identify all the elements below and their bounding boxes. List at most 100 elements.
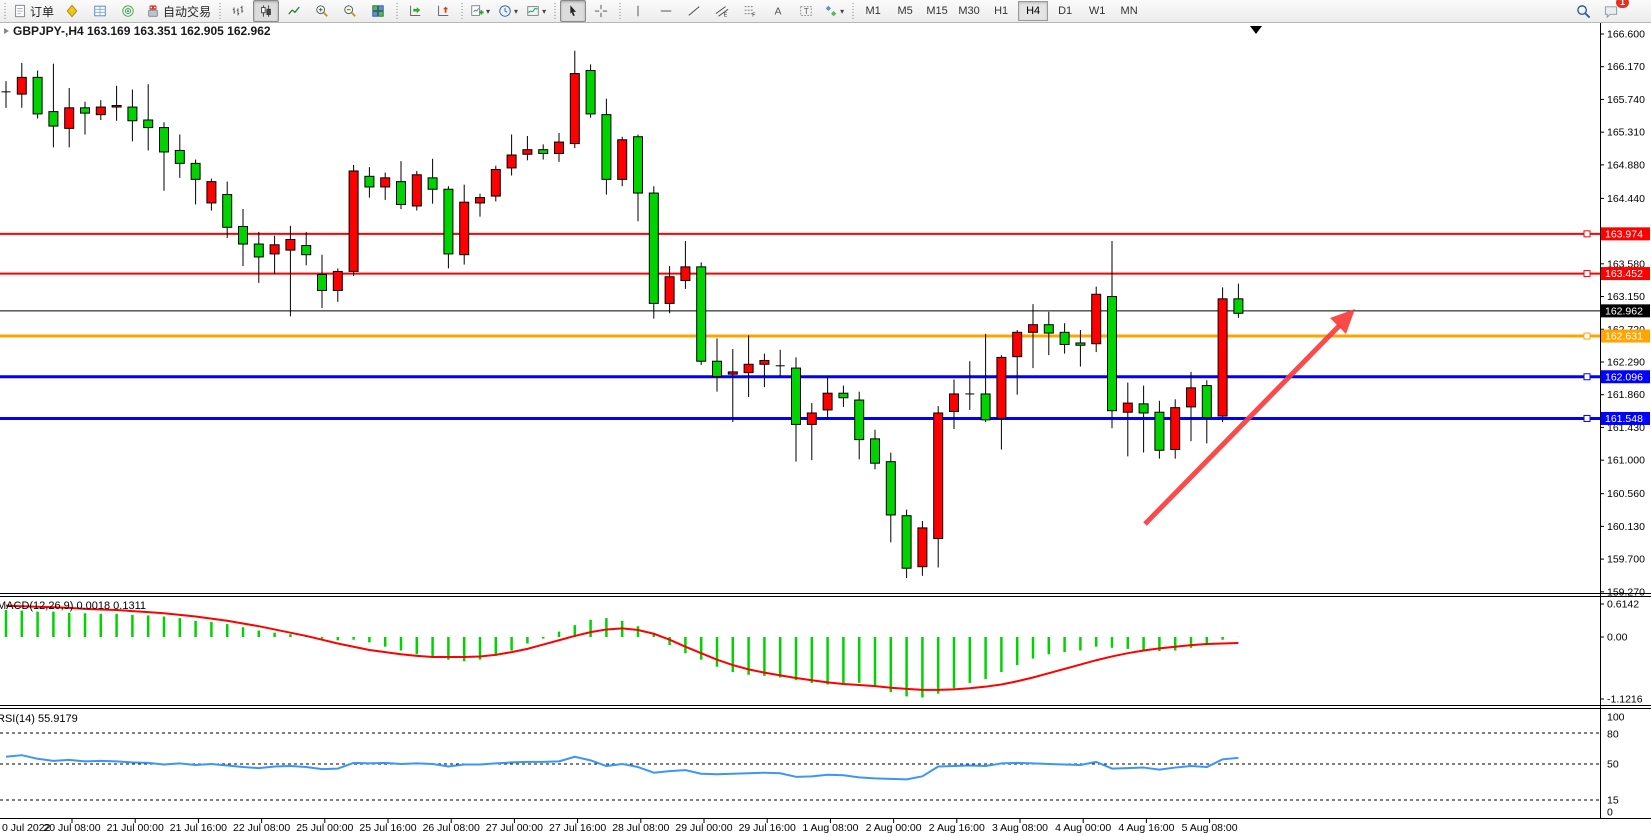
bull-candle-body	[1217, 298, 1228, 417]
text-label-button[interactable]: T	[793, 0, 819, 22]
macd-label: MACD(12,26,9) 0.0018 0.1311	[0, 600, 146, 612]
price-tick-label: 166.170	[1607, 61, 1645, 73]
candle	[648, 186, 659, 319]
bear-candle-body	[696, 266, 707, 362]
timeframe-d1-button[interactable]: D1	[1058, 5, 1073, 17]
bull-candle-body	[1091, 293, 1102, 345]
time-axis-label: 29 Jul 16:00	[739, 822, 796, 834]
candle	[48, 63, 59, 148]
auto-scroll-button[interactable]	[402, 0, 428, 22]
bear-candle-body	[427, 177, 438, 190]
candle	[143, 84, 154, 151]
trendline-icon	[687, 4, 701, 18]
candle	[301, 231, 312, 266]
time-axis-label: 25 Jul 16:00	[359, 822, 416, 834]
chevron-down-icon[interactable]: ▾	[542, 6, 547, 16]
level-anchor-box[interactable]	[1583, 230, 1591, 238]
main-price-pane[interactable]: GBPJPY-,H4 163.169 163.351 162.905 162.9…	[0, 24, 1600, 579]
zoom-out-button[interactable]	[337, 0, 363, 22]
candle	[522, 135, 533, 161]
timeframe-w1-button[interactable]: W1	[1088, 5, 1106, 17]
timeframe-m1-button[interactable]: M1	[865, 5, 881, 17]
candlestick-button[interactable]	[253, 0, 280, 22]
search-icon	[1576, 4, 1591, 19]
candle	[1043, 311, 1054, 356]
autotrading-button[interactable]: 自动交易	[143, 0, 214, 22]
trend-arrow-annotation[interactable]	[1143, 309, 1355, 526]
level-price-badge: 162.631	[1601, 329, 1650, 343]
rsi-pane[interactable]: RSI(14) 55.9179	[0, 713, 1600, 801]
timeframe-mn-button[interactable]: MN	[1120, 5, 1138, 17]
svg-text:E: E	[724, 12, 728, 18]
chevron-down-icon[interactable]: ▾	[514, 6, 519, 16]
notifications-icon	[1603, 4, 1619, 19]
bull-candle-body	[16, 76, 27, 95]
navigator-button[interactable]	[115, 0, 141, 22]
candle	[791, 357, 801, 462]
price-axis[interactable]: 166.600 166.170 165.740 165.310 164.880 164.4…	[1600, 29, 1650, 819]
timeframe-m30-button[interactable]: M30	[958, 5, 980, 17]
time-axis-label: 28 Jul 08:00	[612, 822, 669, 834]
indicators-button[interactable]: ▾	[523, 0, 549, 22]
timeframe-h4-button[interactable]: H4	[1018, 1, 1049, 21]
market-watch-button[interactable]	[87, 0, 113, 22]
timeframe-m5-button[interactable]: M5	[897, 5, 913, 17]
candle	[1028, 304, 1038, 369]
search-button[interactable]	[1570, 0, 1596, 22]
timeframe-m15-button[interactable]: M15	[926, 5, 948, 17]
level-anchor-box[interactable]	[1583, 270, 1591, 278]
bear-candle-body	[1043, 324, 1054, 334]
timeframe-h1-button[interactable]: H1	[994, 5, 1009, 17]
notifications-button[interactable]: 1	[1598, 0, 1629, 22]
vertical-line-button[interactable]	[625, 0, 651, 22]
bear-candle-body	[712, 360, 722, 377]
candle	[601, 98, 612, 195]
periods-icon	[498, 4, 512, 18]
horizontal-line-button[interactable]	[653, 0, 679, 22]
chart-context-icon	[4, 28, 9, 34]
fibonacci-button[interactable]: F	[737, 0, 763, 22]
bull-candle-body	[727, 371, 738, 375]
macd-pane[interactable]: MACD(12,26,9) 0.0018 0.1311	[0, 600, 1240, 698]
level-anchor-box[interactable]	[1583, 414, 1591, 422]
equidistant-channel-button[interactable]: E	[709, 0, 735, 22]
candle	[127, 89, 138, 142]
bar-chart-button[interactable]	[225, 0, 251, 22]
trend-arrow-line	[1143, 323, 1342, 526]
chart-shift-button[interactable]	[430, 0, 456, 22]
bull-candle-body	[332, 270, 343, 291]
shift-marker-icon	[1250, 26, 1262, 34]
time-axis-label: 22 Jul 08:00	[233, 822, 290, 834]
line-chart-button[interactable]	[281, 0, 307, 22]
arrows-button[interactable]: ▾	[821, 0, 847, 22]
new-order-icon	[13, 4, 27, 18]
new-chart-button[interactable]: ▾	[467, 0, 493, 22]
level-price-badge: 163.452	[1601, 267, 1650, 281]
candle	[1186, 371, 1196, 442]
zoom-in-button[interactable]	[309, 0, 335, 22]
bear-candle-body	[174, 149, 185, 164]
periods-button[interactable]: ▾	[495, 0, 521, 22]
cursor-button[interactable]	[560, 0, 587, 22]
chevron-down-icon[interactable]: ▾	[486, 6, 491, 16]
bull-candle-body	[285, 238, 296, 251]
bull-candle-body	[111, 105, 122, 108]
new-order-button[interactable]: 订单	[10, 0, 57, 22]
svg-text:F: F	[752, 13, 755, 18]
candle	[1154, 400, 1165, 459]
candle	[111, 85, 122, 121]
bear-candle-body	[32, 76, 43, 115]
candle	[1012, 330, 1023, 395]
chevron-down-icon[interactable]: ▾	[840, 6, 845, 16]
level-anchor-box[interactable]	[1583, 332, 1591, 340]
level-anchor-box[interactable]	[1583, 373, 1591, 381]
toolbar-group-handle	[850, 3, 856, 19]
crosshair-button[interactable]	[588, 0, 614, 22]
trendline-button[interactable]	[681, 0, 707, 22]
tile-windows-button[interactable]	[365, 0, 391, 22]
chart-shift-ruler-button[interactable]	[59, 0, 85, 22]
bull-candle-body	[617, 139, 628, 180]
text-button[interactable]: A	[765, 0, 791, 22]
